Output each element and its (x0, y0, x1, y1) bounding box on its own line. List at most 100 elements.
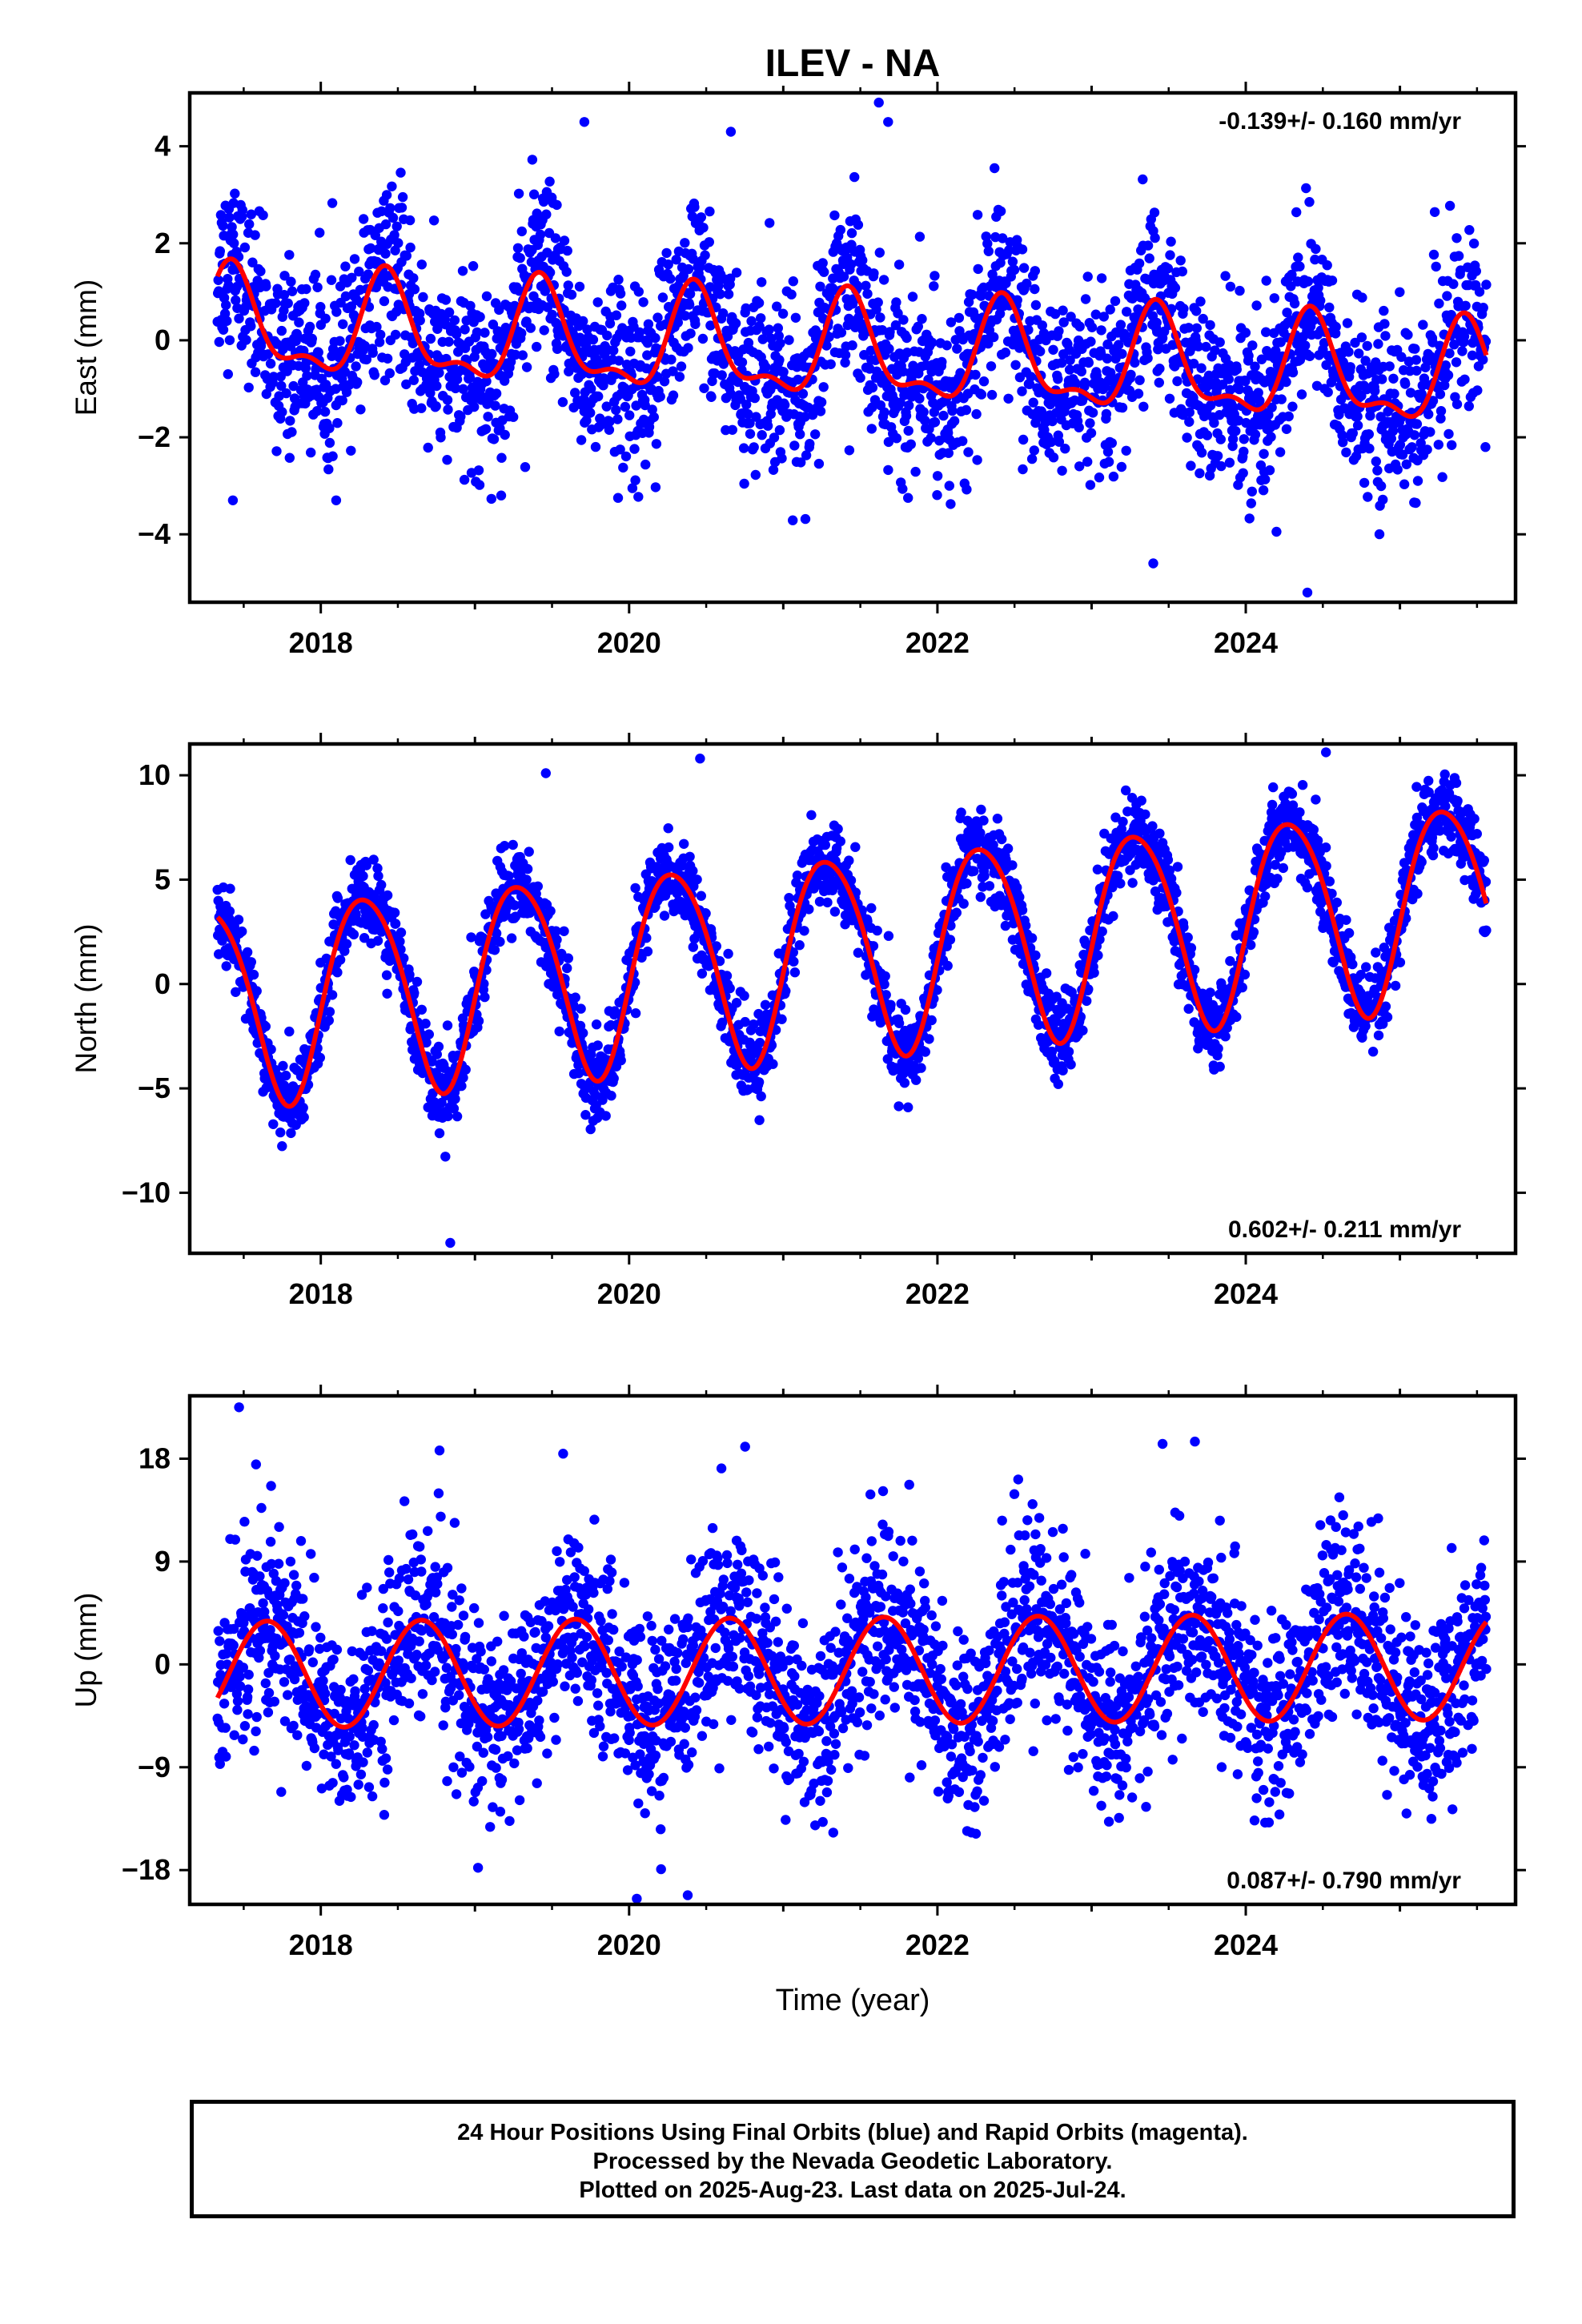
data-point (813, 458, 825, 469)
data-point (1308, 315, 1319, 326)
data-point (883, 931, 894, 941)
data-point (756, 313, 766, 324)
data-point (509, 900, 520, 911)
data-point (246, 321, 256, 332)
data-point (1460, 374, 1470, 384)
data-point (790, 312, 801, 323)
data-point (1362, 340, 1372, 352)
data-point (846, 227, 857, 239)
data-point (271, 298, 281, 308)
data-point (1271, 526, 1282, 537)
data-point (479, 979, 489, 989)
data-point (949, 416, 960, 426)
data-point (393, 238, 404, 248)
data-point (258, 210, 268, 220)
data-point (578, 316, 588, 327)
data-point (751, 412, 761, 422)
data-point (1003, 393, 1014, 404)
data-point (520, 462, 531, 472)
data-point (685, 288, 696, 300)
data-point (1227, 440, 1238, 452)
data-point (1233, 416, 1244, 426)
data-point (1073, 335, 1084, 346)
data-point (929, 281, 939, 292)
data-point (275, 1127, 286, 1138)
data-point (1324, 302, 1335, 313)
data-point (532, 341, 542, 352)
data-point (815, 406, 826, 416)
data-point (1170, 283, 1181, 293)
data-point (777, 453, 787, 464)
data-point (1184, 407, 1195, 418)
data-point (1082, 456, 1093, 467)
data-point (684, 300, 695, 310)
data-point (331, 384, 341, 394)
data-point (1018, 464, 1028, 475)
data-point (561, 267, 572, 277)
data-point (884, 344, 894, 354)
data-point (715, 289, 725, 300)
data-point (1405, 388, 1416, 398)
data-point (920, 415, 930, 426)
data-point (1247, 486, 1258, 497)
data-point (215, 246, 225, 256)
data-point (588, 334, 599, 345)
data-point (474, 480, 485, 490)
data-point (278, 1060, 288, 1072)
data-point (901, 411, 912, 421)
data-point (535, 229, 546, 240)
data-point (562, 963, 572, 974)
data-point (824, 332, 834, 342)
data-point (243, 382, 254, 393)
data-point (433, 1041, 444, 1052)
data-point (1411, 355, 1422, 365)
data-point (1115, 320, 1126, 330)
data-point (380, 248, 391, 259)
data-point (450, 1094, 460, 1104)
data-point (962, 879, 972, 889)
data-point (611, 310, 622, 320)
data-point (224, 906, 235, 917)
data-point (250, 230, 260, 240)
data-point (643, 319, 654, 329)
data-point (1343, 347, 1354, 357)
data-point (706, 392, 717, 402)
data-point (315, 227, 325, 238)
data-point (633, 287, 644, 297)
data-point (1106, 438, 1118, 448)
data-point (224, 212, 235, 223)
y-tick-label: −2 (138, 420, 171, 453)
data-point (1261, 275, 1271, 286)
data-point (721, 971, 733, 981)
data-point (1154, 828, 1165, 839)
data-point (1048, 344, 1058, 355)
data-point (299, 298, 310, 308)
data-point (237, 205, 247, 215)
data-point (513, 188, 524, 199)
data-point (1087, 408, 1098, 418)
data-point (1056, 357, 1067, 368)
data-point (650, 482, 661, 493)
data-point (563, 953, 573, 963)
data-point (286, 1128, 296, 1139)
data-point (304, 321, 315, 332)
data-point (431, 401, 441, 412)
data-point (1101, 408, 1112, 420)
data-point (1138, 174, 1148, 185)
data-point (1096, 325, 1106, 336)
data-point (505, 356, 516, 367)
data-point (506, 933, 517, 943)
data-point (1302, 587, 1313, 598)
data-point (1435, 406, 1447, 416)
data-point (1172, 376, 1182, 387)
data-point (1282, 308, 1292, 318)
data-point (1311, 380, 1323, 391)
data-point (1186, 460, 1196, 471)
data-point (428, 215, 440, 226)
data-point (440, 295, 452, 305)
data-point (332, 893, 343, 903)
data-point (630, 1008, 641, 1019)
data-point (464, 372, 476, 383)
data-point (409, 404, 420, 414)
data-point (753, 298, 765, 308)
